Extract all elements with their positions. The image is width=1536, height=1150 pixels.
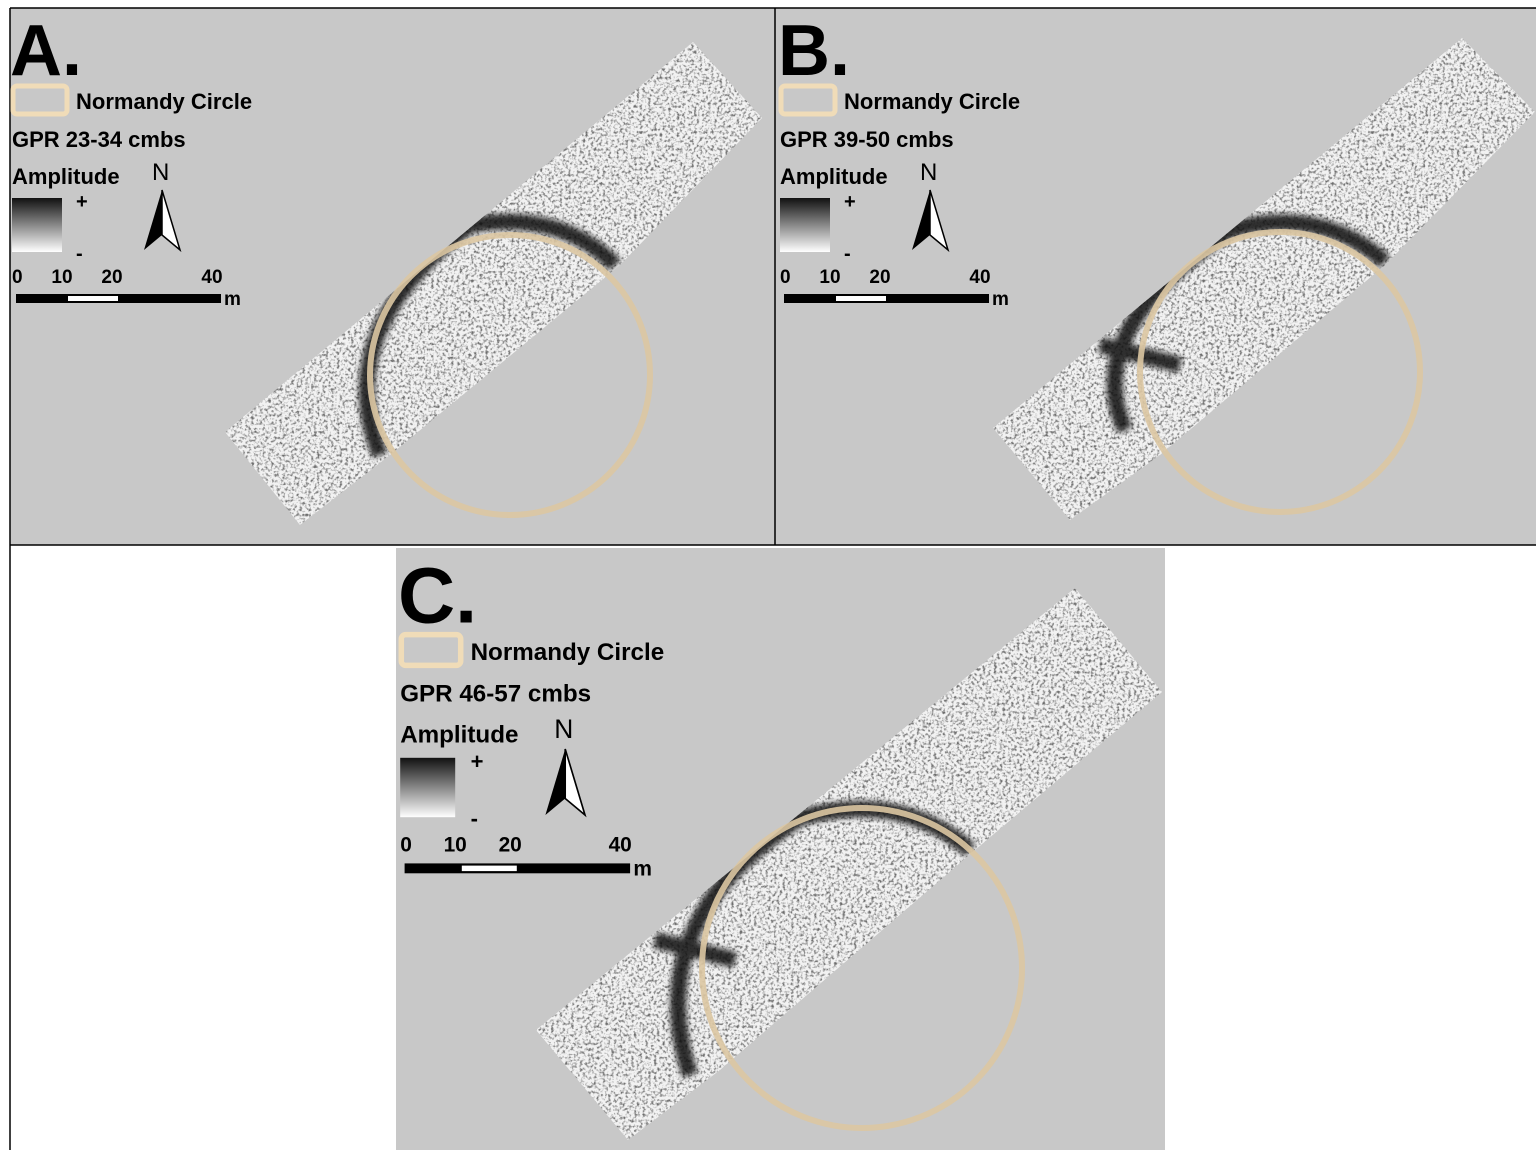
amplitude-label: Amplitude <box>400 721 518 748</box>
amplitude-minus: - <box>471 806 478 831</box>
scale-bar-white <box>836 296 886 301</box>
scale-bar-white <box>68 296 118 301</box>
amplitude-label: Amplitude <box>12 164 120 189</box>
scale-label: 10 <box>819 267 840 288</box>
panel-label: A. <box>10 11 82 91</box>
scale-bar <box>405 863 630 873</box>
amplitude-minus: - <box>76 243 83 265</box>
scale-unit: m <box>992 289 1009 310</box>
amplitude-plus: + <box>844 191 856 213</box>
north-label: N <box>920 159 937 186</box>
depth-label: GPR 23-34 cmbs <box>12 127 186 152</box>
amplitude-ramp <box>780 198 830 252</box>
legend-text: Normandy Circle <box>471 639 665 666</box>
amplitude-ramp <box>400 758 455 817</box>
depth-label: GPR 46-57 cmbs <box>400 681 591 708</box>
scale-label: 10 <box>444 833 467 856</box>
north-label: N <box>554 714 573 744</box>
scale-unit: m <box>224 289 241 310</box>
scale-label: 40 <box>969 267 990 288</box>
legend-swatch <box>13 86 67 114</box>
figure: A.Normandy CircleGPR 23-34 cmbsAmplitude… <box>0 0 1536 1150</box>
panel-label: C. <box>398 551 477 640</box>
depth-label: GPR 39-50 cmbs <box>780 127 954 152</box>
scale-bar <box>16 294 221 303</box>
legend-text: Normandy Circle <box>76 89 252 114</box>
scale-label: 40 <box>201 267 222 288</box>
scale-unit: m <box>633 858 652 881</box>
amplitude-plus: + <box>471 749 484 774</box>
scale-label: 0 <box>12 267 23 288</box>
legend-swatch <box>781 86 835 114</box>
panel-label: B. <box>778 11 850 91</box>
amplitude-label: Amplitude <box>780 164 888 189</box>
legend-text: Normandy Circle <box>844 89 1020 114</box>
scale-bar-white <box>462 866 517 872</box>
scale-label: 0 <box>780 267 791 288</box>
scale-label: 0 <box>400 833 412 856</box>
scale-label: 20 <box>869 267 890 288</box>
amplitude-minus: - <box>844 243 851 265</box>
scale-bar <box>784 294 989 303</box>
amplitude-ramp <box>12 198 62 252</box>
scale-label: 40 <box>609 833 632 856</box>
scale-label: 20 <box>499 833 522 856</box>
scale-label: 20 <box>101 267 122 288</box>
north-label: N <box>152 159 169 186</box>
scale-label: 10 <box>51 267 72 288</box>
amplitude-plus: + <box>76 191 88 213</box>
legend-swatch <box>401 635 460 666</box>
